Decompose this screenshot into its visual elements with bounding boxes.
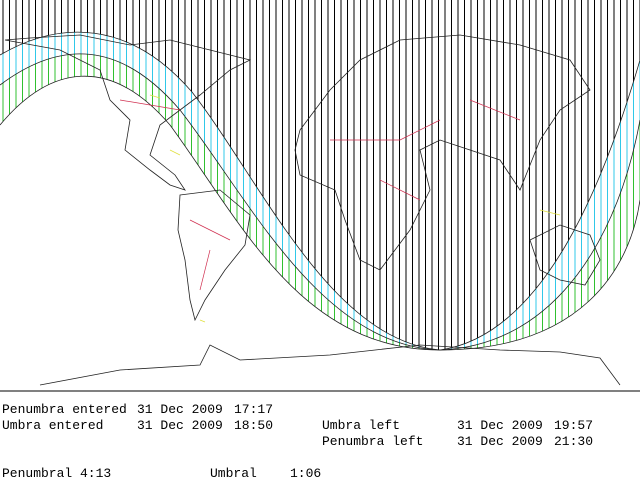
borders	[119, 99, 521, 291]
south-america	[177, 189, 251, 322]
duration-label: Penumbral	[2, 466, 72, 481]
duration-label: Umbral	[210, 466, 257, 481]
event-time: 19:57	[554, 418, 593, 433]
visibility-map	[0, 0, 640, 392]
zone-boundary	[0, 53, 640, 351]
event-time: 21:30	[554, 434, 593, 449]
eurasia-africa	[294, 34, 591, 271]
zone-boundary	[0, 31, 640, 351]
event-date: 31 Dec 2009	[137, 418, 223, 433]
event-date: 31 Dec 2009	[457, 418, 543, 433]
duration-value: 1:06	[290, 466, 321, 481]
north-america	[4, 34, 252, 191]
lakes	[149, 94, 561, 323]
event-time: 18:50	[234, 418, 273, 433]
event-label: Umbra left	[322, 418, 400, 433]
event-date: 31 Dec 2009	[457, 434, 543, 449]
australia	[529, 224, 601, 286]
event-date: 31 Dec 2009	[137, 402, 223, 417]
event-label: Penumbra entered	[2, 402, 127, 417]
total-zone	[0, 0, 640, 350]
zone-boundary	[0, 75, 640, 351]
event-label: Penumbra left	[322, 434, 423, 449]
duration-value: 4:13	[80, 466, 111, 481]
info-panel: Penumbra entered 31 Dec 2009 17:17 Umbra en…	[2, 402, 593, 481]
event-time: 17:17	[234, 402, 273, 417]
event-label: Umbra entered	[2, 418, 103, 433]
antarctica	[39, 344, 621, 386]
